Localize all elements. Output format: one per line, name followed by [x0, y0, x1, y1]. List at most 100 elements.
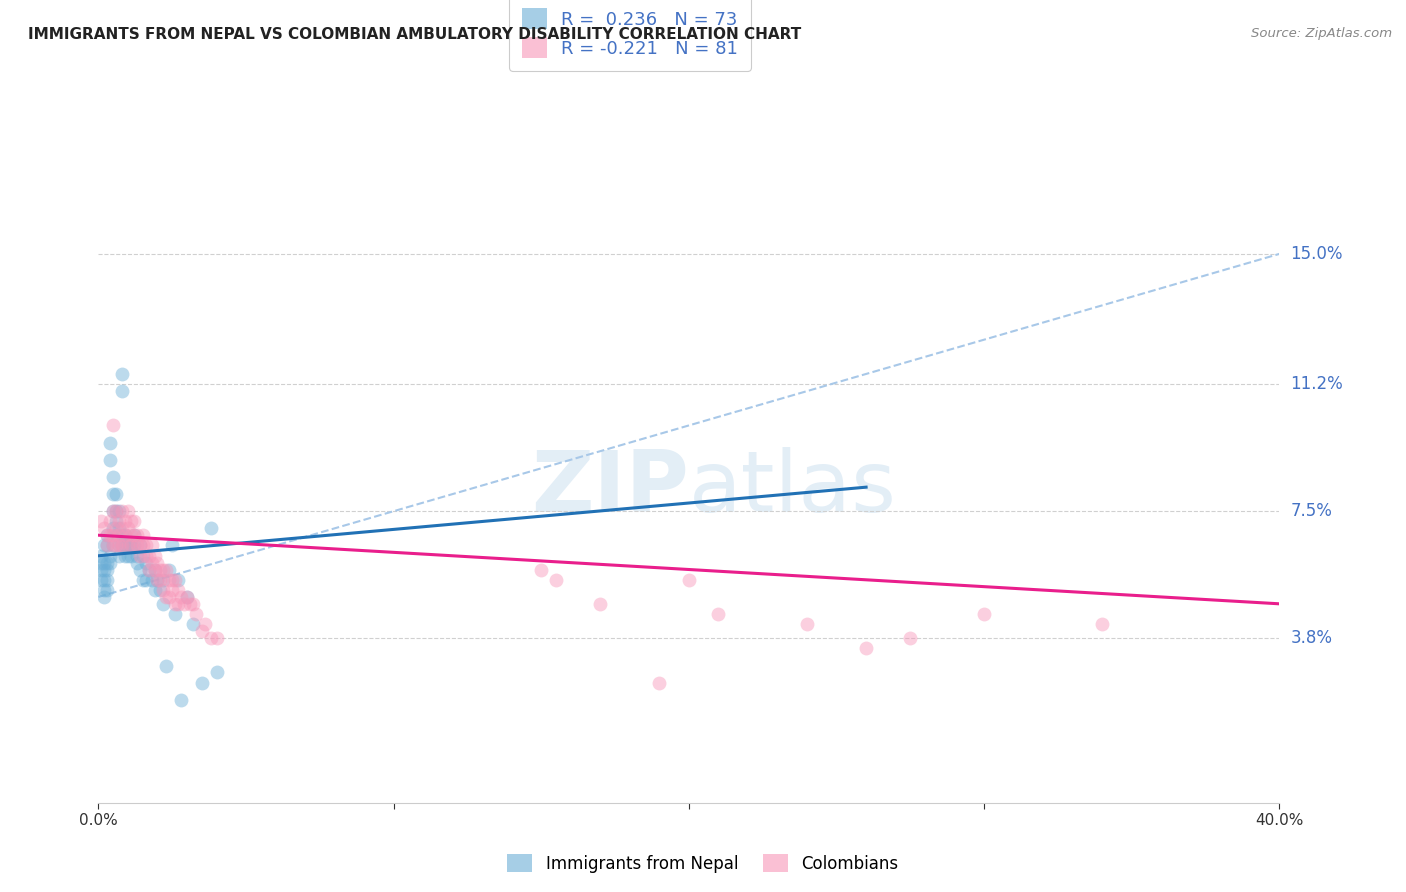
Point [93, 539, 115, 553]
Point [105, 528, 128, 542]
Point [103, 504, 125, 518]
Point [155, 658, 177, 673]
Point [96, 539, 118, 553]
Point [114, 528, 136, 542]
Point [120, 539, 142, 553]
Point [544, 573, 567, 587]
Point [120, 539, 142, 553]
Point [149, 573, 172, 587]
Point [111, 521, 134, 535]
Point [108, 539, 131, 553]
Point [117, 521, 139, 535]
Point [589, 597, 612, 611]
Text: Source: ZipAtlas.com: Source: ZipAtlas.com [1251, 27, 1392, 40]
Point [181, 617, 204, 632]
Point [90, 549, 112, 563]
Point [200, 631, 222, 645]
Point [176, 590, 198, 604]
Point [120, 515, 142, 529]
Point [120, 549, 142, 563]
Point [179, 597, 201, 611]
Point [98, 528, 121, 542]
Point [205, 665, 228, 680]
Text: atlas: atlas [689, 447, 897, 530]
Point [108, 515, 131, 529]
Point [132, 539, 155, 553]
Point [125, 549, 148, 563]
Point [96, 539, 118, 553]
Point [165, 573, 187, 587]
Point [108, 521, 131, 535]
Point [173, 597, 195, 611]
Point [152, 573, 174, 587]
Point [117, 539, 139, 553]
Point [108, 528, 131, 542]
Point [98, 435, 121, 450]
Point [93, 573, 115, 587]
Point [162, 583, 183, 598]
Text: 3.8%: 3.8% [1291, 629, 1333, 647]
Point [648, 675, 671, 690]
Point [141, 573, 163, 587]
Point [205, 631, 228, 645]
Point [111, 504, 134, 518]
Point [90, 556, 112, 570]
Point [117, 549, 139, 563]
Point [138, 549, 160, 563]
Point [96, 573, 118, 587]
Point [125, 528, 148, 542]
Point [135, 549, 157, 563]
Point [855, 641, 877, 656]
Point [103, 487, 125, 501]
Point [93, 521, 115, 535]
Point [96, 583, 118, 598]
Point [143, 562, 166, 576]
Point [149, 562, 172, 576]
Point [93, 562, 115, 576]
Point [111, 539, 134, 553]
Point [152, 583, 174, 598]
Point [98, 556, 121, 570]
Point [132, 573, 155, 587]
Point [191, 675, 214, 690]
Text: 11.2%: 11.2% [1291, 376, 1343, 393]
Point [128, 549, 150, 563]
Point [114, 539, 136, 553]
Text: ZIP: ZIP [531, 447, 689, 530]
Point [122, 528, 145, 542]
Point [900, 631, 922, 645]
Point [170, 693, 193, 707]
Point [96, 556, 118, 570]
Point [105, 504, 128, 518]
Point [90, 515, 112, 529]
Point [181, 597, 204, 611]
Point [122, 528, 145, 542]
Point [114, 528, 136, 542]
Legend: R =  0.236   N = 73, R = -0.221   N = 81: R = 0.236 N = 73, R = -0.221 N = 81 [509, 0, 751, 70]
Legend: Immigrants from Nepal, Colombians: Immigrants from Nepal, Colombians [501, 847, 905, 880]
Point [138, 562, 160, 576]
Point [90, 562, 112, 576]
Point [103, 521, 125, 535]
Point [176, 590, 198, 604]
Point [114, 515, 136, 529]
Point [108, 549, 131, 563]
Point [143, 549, 166, 563]
Point [108, 504, 131, 518]
Point [157, 562, 180, 576]
Point [125, 556, 148, 570]
Point [162, 573, 183, 587]
Point [152, 597, 174, 611]
Point [143, 562, 166, 576]
Point [191, 624, 214, 639]
Point [162, 539, 183, 553]
Point [141, 556, 163, 570]
Point [96, 562, 118, 576]
Point [93, 590, 115, 604]
Point [165, 597, 187, 611]
Point [135, 573, 157, 587]
Point [707, 607, 730, 621]
Point [105, 521, 128, 535]
Text: IMMIGRANTS FROM NEPAL VS COLOMBIAN AMBULATORY DISABILITY CORRELATION CHART: IMMIGRANTS FROM NEPAL VS COLOMBIAN AMBUL… [28, 27, 801, 42]
Point [135, 556, 157, 570]
